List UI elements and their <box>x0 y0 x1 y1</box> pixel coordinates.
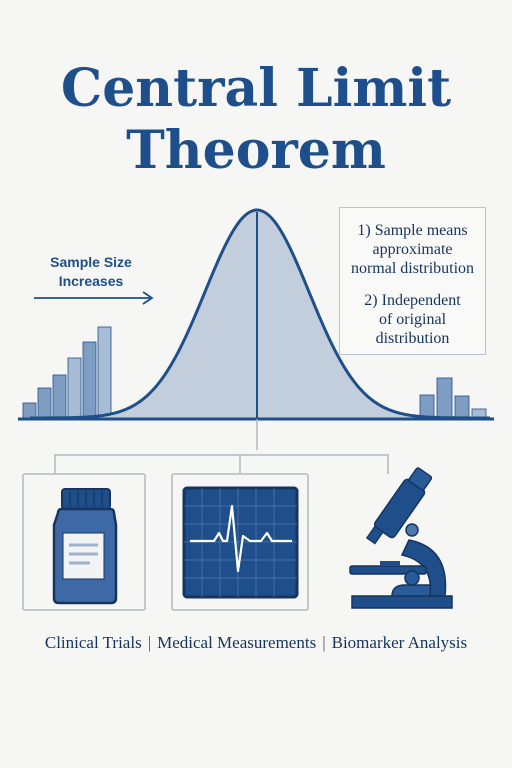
histogram-bar <box>37 387 52 419</box>
title-line-1: Central Limit <box>60 58 452 119</box>
property-text: normal distribution <box>350 260 475 277</box>
histogram-bar <box>97 326 112 419</box>
histogram-bar <box>67 357 82 419</box>
property-item-2: 2) Independent of original distribution <box>340 291 485 348</box>
histogram-bar <box>419 394 435 419</box>
histogram-bar <box>82 341 97 419</box>
sample-size-label-line-1: Sample Size <box>50 254 132 270</box>
title-line-2: Theorem <box>126 120 386 181</box>
property-text: distribution <box>375 330 450 347</box>
histogram-bar <box>22 402 37 419</box>
property-text: 1) Sample means <box>357 222 468 239</box>
connector-lines <box>54 419 389 474</box>
normal-curve-area <box>30 210 490 418</box>
clt-properties-box: 1) Sample means approximate normal distr… <box>339 207 486 355</box>
property-item-1: 1) Sample means approximate normal distr… <box>340 221 485 278</box>
sample-size-label-line-2: Increases <box>58 273 124 289</box>
property-text: 2) Independent <box>364 292 461 309</box>
application-label-clinical-trials: Clinical Trials <box>44 633 142 652</box>
left-histogram <box>22 326 112 419</box>
histogram-bar <box>454 395 470 419</box>
medicine-bottle-icon <box>52 488 118 605</box>
page-title: Central Limit Theorem <box>0 58 512 182</box>
ecg-monitor-icon <box>182 486 299 599</box>
application-label-medical-measurements: Medical Measurements <box>157 633 317 652</box>
property-text: approximate <box>372 241 453 258</box>
property-text: of original <box>378 311 447 328</box>
separator: | <box>147 633 152 652</box>
histogram-bar <box>436 377 453 419</box>
arrow-right-icon <box>34 291 154 305</box>
microscope-icon <box>349 467 453 609</box>
right-histogram <box>419 377 487 419</box>
normal-curve <box>30 208 490 420</box>
sample-size-label: Sample Size Increases <box>32 253 150 291</box>
separator: | <box>322 633 326 652</box>
histogram-bar <box>52 374 67 419</box>
applications-caption: Clinical Trials | Medical Measurements | Bio… <box>20 631 492 655</box>
application-label-biomarker-analysis: Biomarker Analysis <box>331 633 468 652</box>
